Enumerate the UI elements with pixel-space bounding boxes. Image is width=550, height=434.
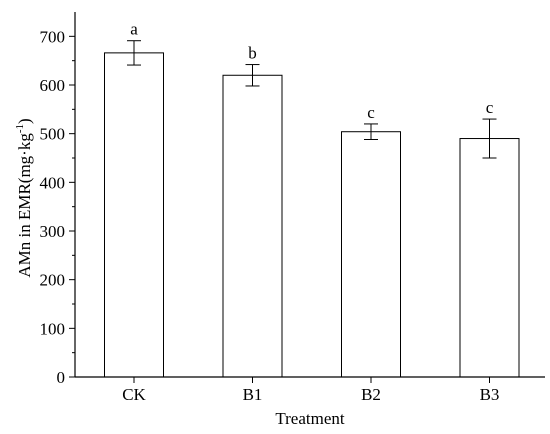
x-ticks-group: CK B1 B2 B3 [122,377,499,404]
significance-label-b2: c [367,103,375,122]
x-axis-title: Treatment [275,409,345,428]
significance-label-ck: a [130,20,138,39]
bars-group [104,52,520,378]
bar-ck [104,52,164,378]
bar-b1 [222,74,283,378]
bar-b3 [459,138,520,378]
y-tick-label-300: 300 [40,222,66,241]
y-tick-label-100: 100 [40,319,66,338]
y-axis-title-main: AMn in EMR(mg·kg [15,133,34,278]
bar-b2 [341,131,401,378]
y-ticks-group: 0 100 200 300 400 500 600 700 [40,27,75,387]
y-tick-label-200: 200 [40,271,66,290]
error-bars-group [127,40,497,159]
x-tick-label-b2: B2 [361,385,381,404]
y-tick-label-400: 400 [40,173,66,192]
y-axis-title-end: ) [15,118,34,124]
y-tick-label-600: 600 [40,76,66,95]
y-tick-label-0: 0 [57,368,66,387]
axes-group [74,12,545,378]
significance-label-b1: b [248,44,257,63]
y-axis-title-sup: -1 [14,124,26,133]
y-axis-title: AMn in EMR(mg·kg-1) [14,118,34,277]
x-tick-label-ck: CK [122,385,146,404]
significance-label-b3: c [486,98,494,117]
y-tick-label-700: 700 [40,27,66,46]
y-tick-label-500: 500 [40,125,66,144]
significance-labels-group: a b c c [130,20,494,122]
x-tick-label-b3: B3 [480,385,500,404]
x-tick-label-b1: B1 [243,385,263,404]
